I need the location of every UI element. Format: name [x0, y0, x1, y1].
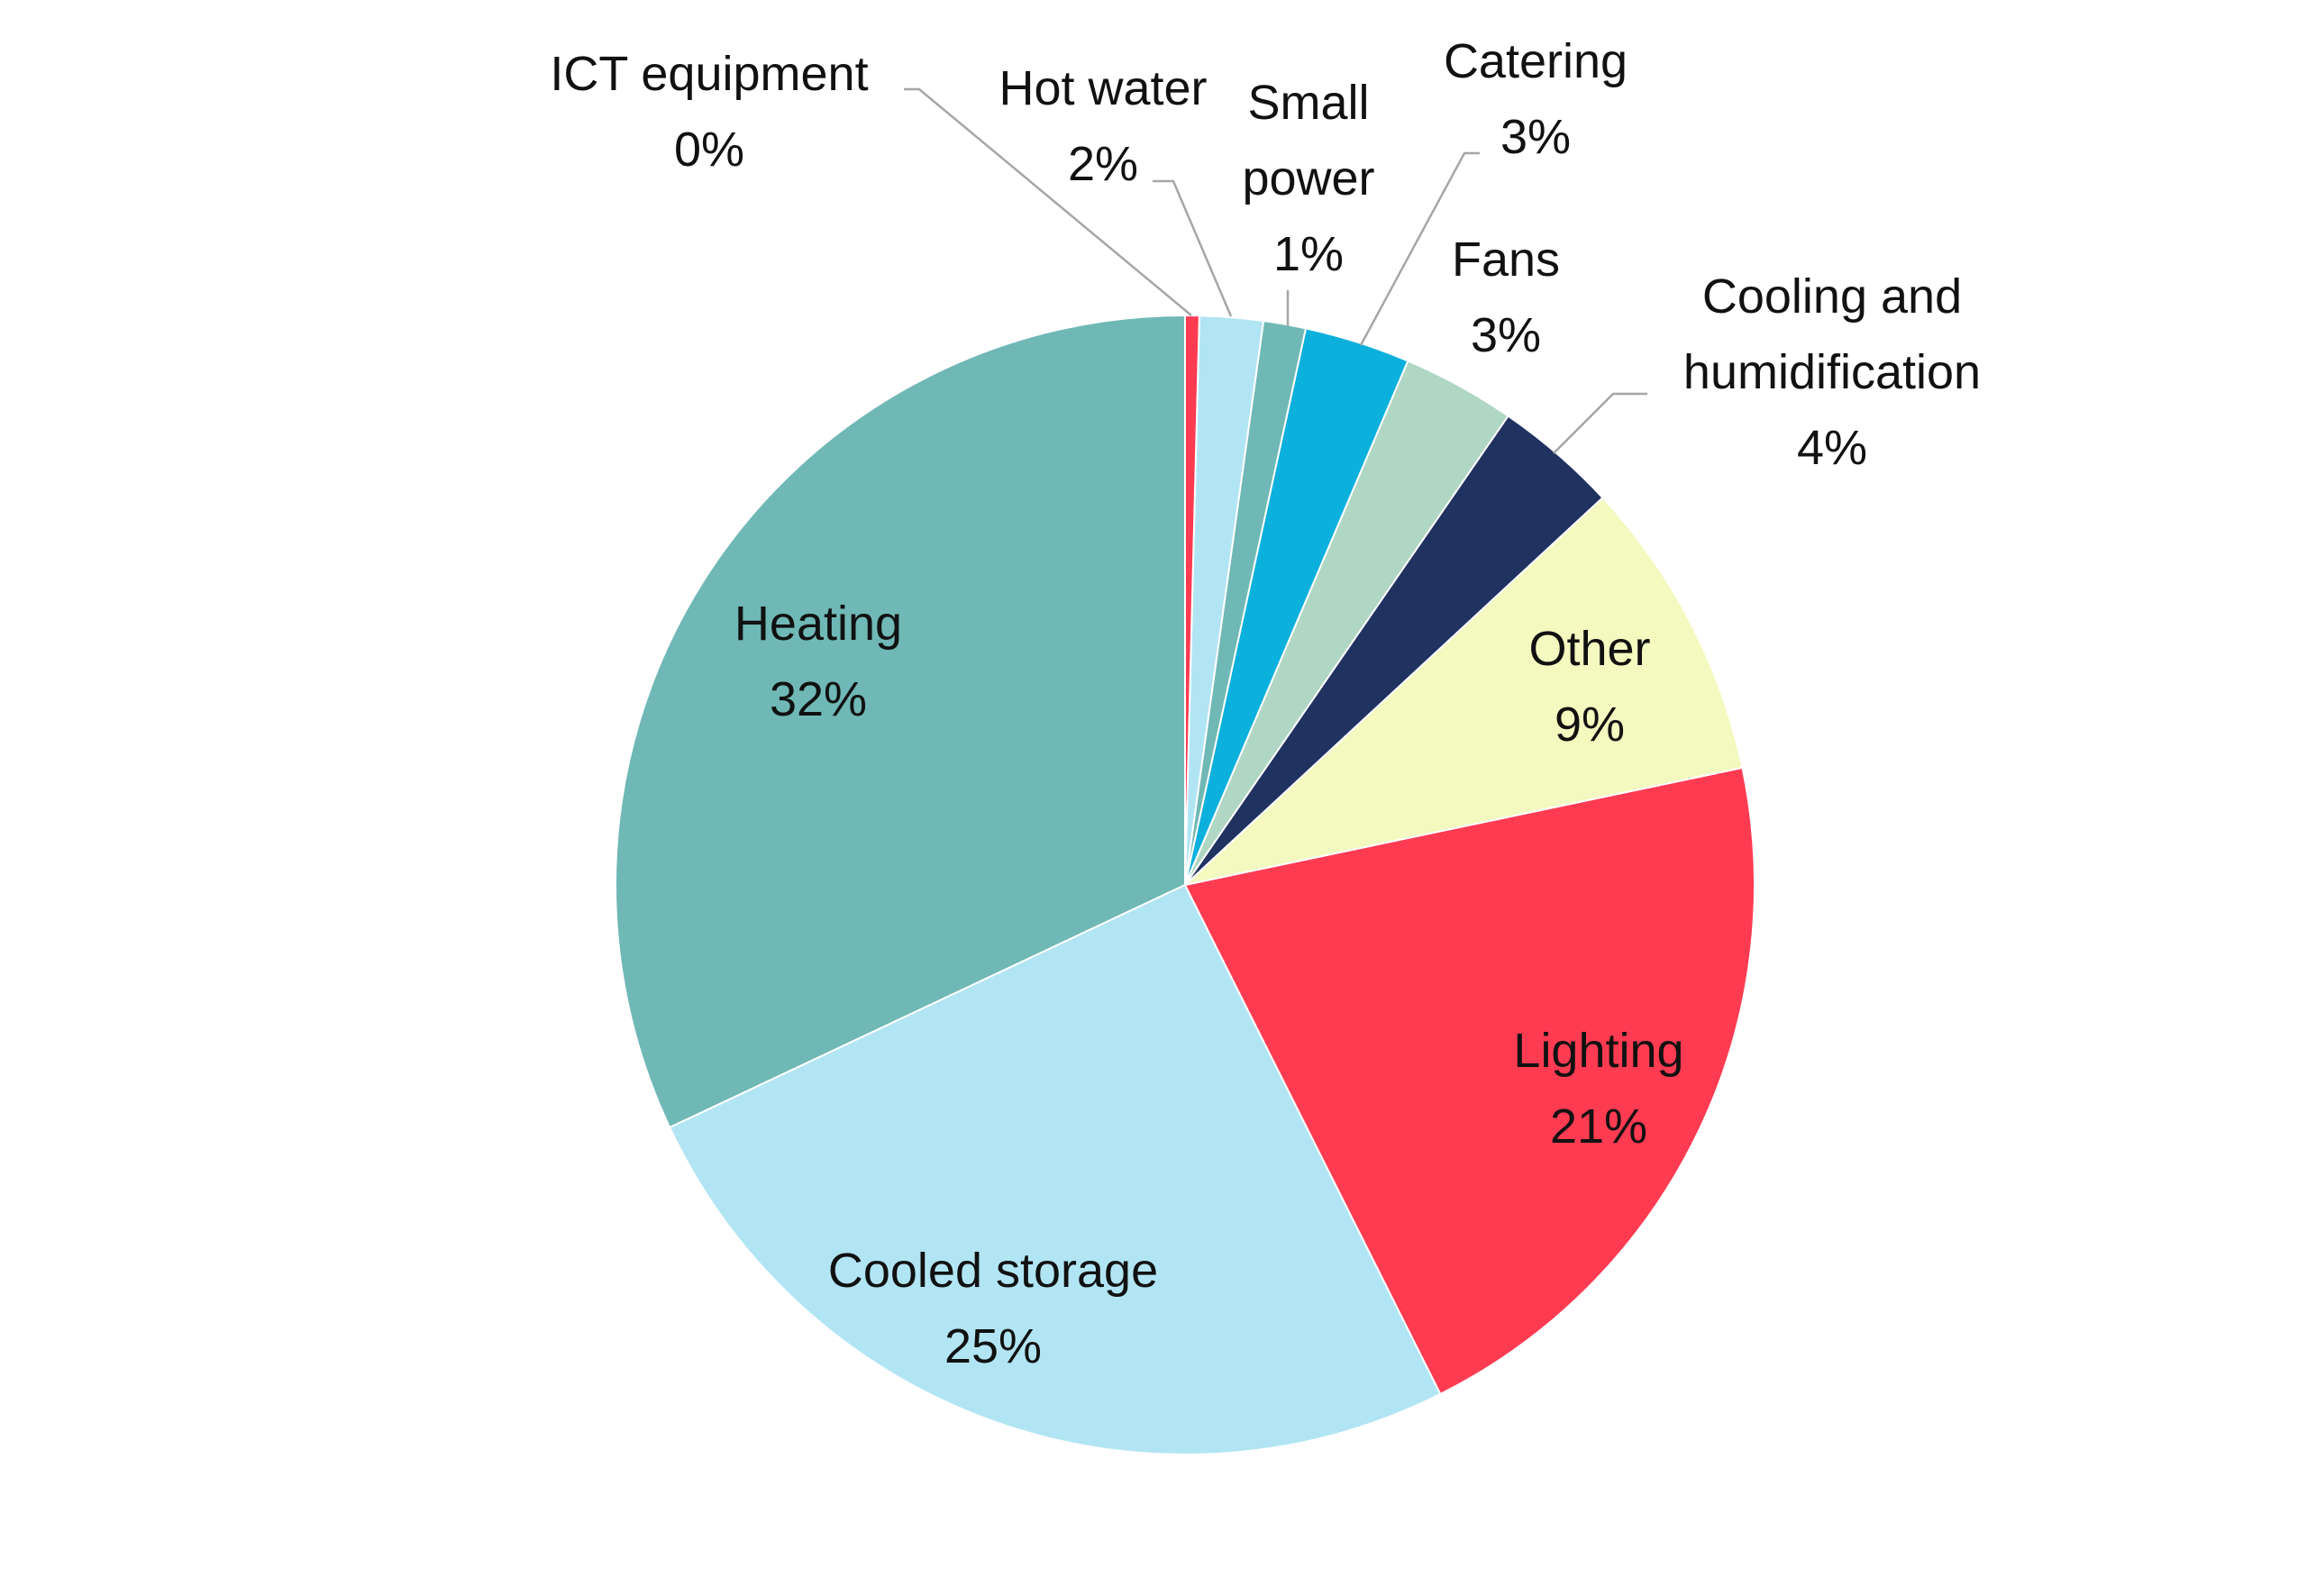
value-label: 25%: [944, 1319, 1043, 1373]
category-label: Hot water: [998, 61, 1208, 115]
value-label: 9%: [1554, 698, 1626, 752]
slice-label: Small power 1%: [1209, 65, 1408, 292]
value-label: 4%: [1796, 421, 1868, 475]
leader-line: [904, 87, 1192, 316]
category-label: Cooled storage: [827, 1244, 1159, 1298]
category-label: Other: [1528, 622, 1651, 676]
pie-slice: [668, 883, 1442, 1455]
category-label: Small power: [1242, 76, 1375, 205]
category-label: Fans: [1451, 233, 1561, 287]
category-label: Catering: [1443, 34, 1628, 88]
slice-label: Cooled storage 25%: [633, 1233, 1354, 1384]
slice-label: Hot water 2%: [923, 50, 1283, 202]
leader-lines: [904, 87, 1647, 454]
pie-slice: [1181, 496, 1744, 887]
slice-label: Cooling and humidification 4%: [1598, 259, 2066, 486]
pie-slice: [615, 314, 1186, 1129]
slice-label: Other 9%: [1409, 611, 1770, 762]
leader-line: [1153, 179, 1233, 317]
slice-label: ICT equipment 0%: [439, 36, 980, 187]
category-label: Heating: [734, 597, 903, 651]
category-label: Cooling and humidification: [1682, 269, 1982, 399]
value-label: 2%: [1067, 137, 1139, 191]
slice-label: Lighting 21%: [1418, 1013, 1779, 1164]
slice-label: Fans 3%: [1371, 222, 1641, 373]
value-label: 3%: [1470, 308, 1542, 362]
value-label: 32%: [769, 672, 868, 726]
value-label: 1%: [1272, 227, 1345, 281]
value-label: 0%: [673, 123, 745, 177]
pie-slice: [1184, 314, 1200, 886]
value-label: 21%: [1549, 1099, 1648, 1154]
category-label: ICT equipment: [550, 47, 869, 101]
leader-line: [1359, 151, 1480, 346]
category-label: Lighting: [1513, 1024, 1684, 1078]
value-label: 3%: [1500, 110, 1572, 164]
slice-label: Catering 3%: [1355, 23, 1716, 175]
pie-slice: [1183, 766, 1755, 1396]
slice-label: Heating 32%: [638, 586, 998, 737]
leader-line: [1553, 392, 1647, 454]
